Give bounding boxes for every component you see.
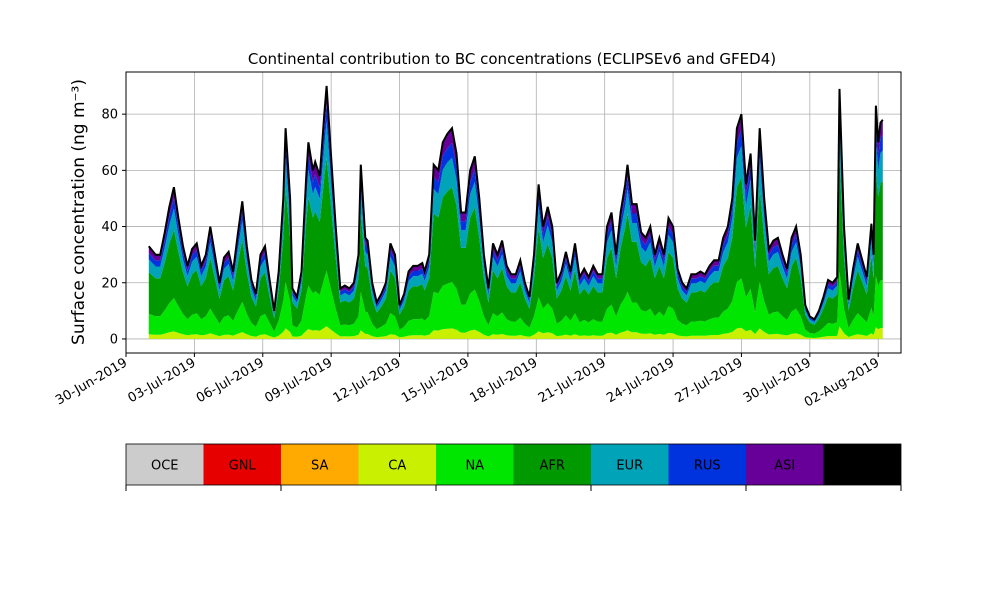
x-tick-label: 18-Jul-2019 [467, 355, 540, 406]
legend-label-aus: AUS [849, 459, 876, 474]
y-tick-label: 60 [101, 164, 118, 179]
plot-area: 0 20 40 60 80 30-Jun-201903-Jul-201906-Jul-20… [53, 72, 901, 411]
legend-colorbar: OCE GNL SA CA NA AFR EUR RUS ASI AUS [125, 443, 902, 491]
legend-swatch-na [436, 444, 514, 485]
legend-swatch-eur [591, 444, 669, 485]
total-line-aus [148, 85, 884, 321]
area-ca [148, 326, 883, 339]
legend-label-afr: AFR [540, 459, 565, 474]
x-tick-label: 21-Jul-2019 [536, 355, 609, 406]
area-na [148, 270, 883, 338]
x-tick-label: 27-Jul-2019 [673, 355, 746, 406]
x-tick-label: 12-Jul-2019 [331, 355, 404, 406]
x-tick-label: 30-Jun-2019 [53, 355, 130, 408]
legend-label-eur: EUR [616, 459, 643, 474]
legend-swatch-sa [281, 444, 359, 485]
legend-swatch-asi [746, 444, 824, 485]
legend-label-ca: CA [388, 459, 406, 474]
y-tick-label: 80 [101, 108, 118, 123]
legend-label-oce: OCE [151, 459, 179, 474]
x-tick-label: 24-Jul-2019 [604, 355, 677, 406]
legend-label-asi: ASI [774, 459, 795, 474]
legend-label-sa: SA [311, 459, 328, 474]
x-tick-label: 06-Jul-2019 [194, 355, 267, 406]
x-tick-label: 15-Jul-2019 [399, 355, 472, 406]
y-tick-label: 20 [101, 276, 118, 291]
area-eur [148, 121, 883, 325]
legend-swatch-afr [513, 444, 591, 485]
legend-label-rus: RUS [694, 459, 721, 474]
legend-swatch-gnl [203, 444, 281, 485]
legend-label-na: NA [465, 459, 484, 474]
legend-swatch-rus [668, 444, 746, 485]
y-tick-label: 0 [110, 332, 118, 347]
plot-frame [125, 71, 902, 354]
x-tick-label: 09-Jul-2019 [262, 355, 335, 406]
legend-swatch-oce [126, 444, 204, 485]
y-axis-label: Surface concentration (ng m⁻³) [69, 79, 89, 345]
legend-frame [125, 443, 902, 486]
y-tick-label: 40 [101, 220, 118, 235]
x-tick-label: 03-Jul-2019 [126, 355, 199, 406]
legend-swatch-aus [823, 444, 901, 485]
x-tick-label: 02-Aug-2019 [802, 355, 882, 410]
legend-label-gnl: GNL [229, 459, 257, 474]
chart-title: Continental contribution to BC concentra… [248, 50, 776, 68]
legend-swatch-ca [358, 444, 436, 485]
area-afr [148, 156, 883, 334]
